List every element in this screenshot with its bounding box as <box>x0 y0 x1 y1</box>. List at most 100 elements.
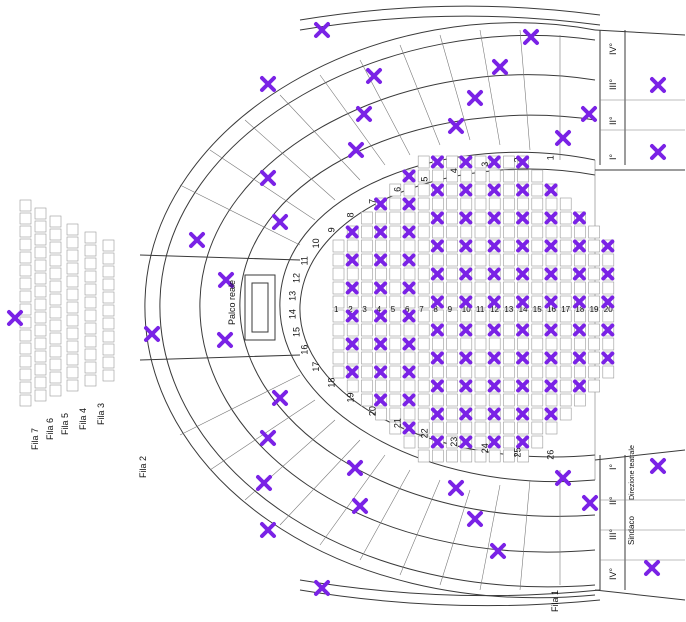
stall-seat <box>375 407 387 421</box>
stall-seat <box>417 225 430 239</box>
box-number: 18 <box>327 378 337 388</box>
fan-seat <box>19 277 32 290</box>
stall-column-number: 15 <box>533 305 542 314</box>
occupied-mark <box>448 118 464 134</box>
stall-seat <box>417 197 430 211</box>
stall-seat <box>503 323 515 337</box>
stall-seat <box>517 309 529 323</box>
stall-seat <box>588 379 600 393</box>
stall-seat <box>503 435 515 449</box>
stall-seat <box>446 337 458 351</box>
stall-seat <box>517 169 529 183</box>
stall-seat <box>332 253 345 267</box>
stall-seat <box>460 365 473 379</box>
occupied-mark <box>544 211 558 225</box>
stall-column-number: 1 <box>334 305 339 314</box>
fan-seat <box>66 340 79 353</box>
fan-seat <box>49 280 62 293</box>
stall-seat <box>503 239 515 253</box>
stall-seat <box>588 309 600 323</box>
stall-seat <box>446 323 458 337</box>
stall-seat <box>559 337 572 351</box>
occupied-mark <box>544 183 558 197</box>
occupied-mark <box>601 267 615 281</box>
stall-seat <box>545 281 558 295</box>
fan-seat <box>19 290 32 303</box>
fan-seat <box>66 327 79 340</box>
fan-seat <box>34 233 47 246</box>
stall-column-number: 3 <box>362 305 367 314</box>
occupied-mark <box>256 475 272 491</box>
stall-seat <box>361 239 373 253</box>
occupied-mark <box>459 407 473 421</box>
label-tier-I-bottom: I° <box>608 463 618 470</box>
occupied-mark <box>555 130 571 146</box>
stall-seat <box>531 323 544 337</box>
occupied-mark <box>374 197 388 211</box>
occupied-mark <box>430 239 444 253</box>
fan-seat <box>102 291 115 304</box>
stall-seat <box>389 421 402 435</box>
fan-seat <box>102 369 115 382</box>
fan-seat <box>84 309 97 322</box>
stall-seat <box>417 183 430 197</box>
stall-seat <box>432 253 444 267</box>
fan-seat <box>19 212 32 225</box>
fan-seat <box>49 241 62 254</box>
side-fan-rows <box>19 199 115 407</box>
stall-seat <box>417 435 430 449</box>
stall-seat <box>517 281 529 295</box>
stall-seat <box>531 239 544 253</box>
stall-seat <box>474 323 487 337</box>
stall-seat <box>531 309 544 323</box>
fan-seat <box>19 303 32 316</box>
label-tier-II-bottom: II° <box>608 496 618 505</box>
stall-seat <box>446 407 458 421</box>
occupied-mark <box>7 310 23 326</box>
stall-seat <box>446 379 458 393</box>
stall-seat <box>417 253 430 267</box>
stall-seat <box>460 421 473 435</box>
stall-seat <box>545 393 558 407</box>
stall-seat <box>531 211 544 225</box>
stall-seat <box>361 225 373 239</box>
occupied-mark <box>516 211 530 225</box>
occupied-mark <box>582 495 598 511</box>
stall-seat <box>531 379 544 393</box>
fan-seat <box>34 389 47 402</box>
box-number: 8 <box>346 212 356 217</box>
fan-seat <box>84 296 97 309</box>
occupied-mark <box>347 460 363 476</box>
occupied-mark <box>487 435 501 449</box>
stall-seat <box>488 421 501 435</box>
occupied-mark <box>345 309 359 323</box>
occupied-mark <box>430 155 444 169</box>
stall-seat <box>503 155 515 169</box>
stall-seat <box>375 295 387 309</box>
stall-seat <box>559 211 572 225</box>
stall-seat <box>361 309 373 323</box>
stall-seat <box>361 295 373 309</box>
occupied-mark <box>487 239 501 253</box>
label-sindaco: Sindaco <box>627 516 636 545</box>
stall-seat <box>432 281 444 295</box>
stall-seat <box>588 253 600 267</box>
fan-seat <box>49 254 62 267</box>
stall-seat <box>403 183 416 197</box>
stall-seat <box>559 309 572 323</box>
occupied-mark <box>601 323 615 337</box>
box-number: 9 <box>327 227 337 232</box>
stall-seat <box>602 253 615 267</box>
stall-seat <box>588 295 600 309</box>
stall-seat <box>346 323 359 337</box>
stall-seat <box>446 393 458 407</box>
occupied-mark <box>144 326 160 342</box>
fan-seat <box>19 368 32 381</box>
stall-seat <box>531 393 544 407</box>
occupied-mark <box>374 393 388 407</box>
fan-seat <box>34 285 47 298</box>
stall-seat <box>531 267 544 281</box>
fan-seat <box>102 278 115 291</box>
occupied-mark <box>516 351 530 365</box>
